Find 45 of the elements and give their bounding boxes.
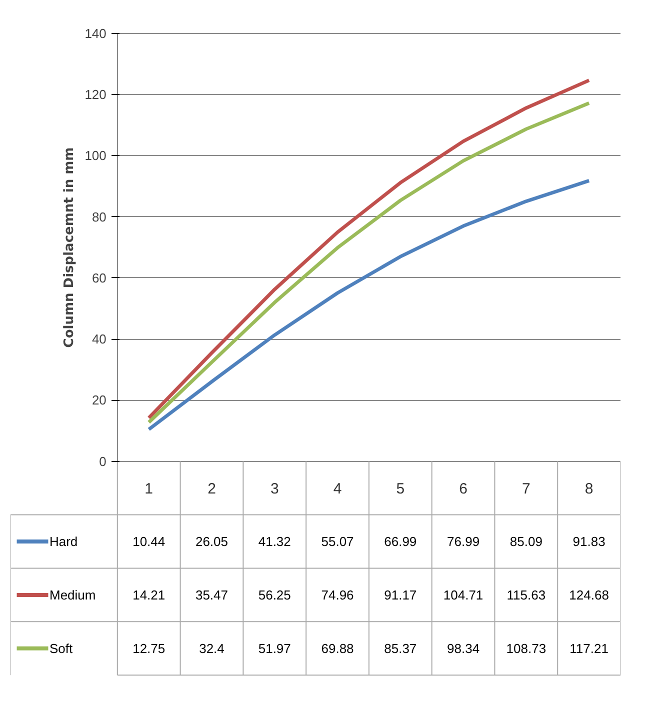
- data-label: 98.34: [447, 640, 480, 656]
- y-tick-label: 20: [92, 392, 106, 408]
- data-label: 91.17: [384, 587, 417, 602]
- x-tick-label: 6: [459, 480, 468, 498]
- data-label: 76.99: [447, 534, 480, 549]
- x-tick-label: 4: [333, 480, 342, 498]
- y-axis-title: Column Displacemnt in mm: [62, 147, 77, 348]
- y-tick-label: 120: [84, 87, 106, 102]
- data-label: 56.25: [258, 587, 291, 602]
- data-label: 41.32: [258, 534, 291, 549]
- data-label: 124.68: [569, 587, 609, 602]
- y-tick-label: 140: [84, 26, 106, 42]
- data-label: 55.07: [321, 534, 354, 549]
- data-label: 26.05: [195, 534, 228, 549]
- data-label: 69.88: [321, 640, 354, 656]
- y-tick-label: 100: [84, 148, 106, 164]
- y-tick-label: 80: [92, 209, 106, 224]
- x-tick-label: 8: [584, 480, 594, 498]
- data-label: 66.99: [384, 534, 417, 549]
- x-tick-label: 7: [522, 480, 530, 498]
- data-label: 117.21: [570, 640, 608, 656]
- line-series: [147, 178, 591, 432]
- x-tick-label: 3: [270, 480, 279, 498]
- x-tick-label: 5: [396, 480, 405, 498]
- data-label: 51.97: [258, 640, 291, 656]
- y-tick-label: 40: [92, 332, 106, 347]
- data-label: 85.37: [384, 640, 417, 656]
- legend-label: Soft: [49, 640, 73, 656]
- data-label: 108.73: [506, 640, 546, 656]
- y-tick-label: 0: [99, 454, 106, 469]
- data-label: 91.83: [572, 534, 606, 549]
- legend-label: Medium: [49, 587, 96, 602]
- data-label: 35.47: [195, 587, 228, 602]
- x-tick-label: 1: [144, 480, 154, 498]
- data-label: 74.96: [321, 587, 354, 602]
- data-label: 104.71: [443, 587, 484, 602]
- data-label: 14.21: [132, 587, 166, 602]
- x-tick-label: 2: [208, 480, 216, 498]
- data-label: 32.4: [199, 640, 224, 656]
- data-label: 12.75: [132, 640, 166, 656]
- data-label: 10.44: [132, 534, 166, 549]
- data-label: 115.63: [506, 587, 546, 602]
- y-tick-label: 60: [92, 270, 106, 286]
- data-label: 85.09: [510, 534, 542, 549]
- legend-label: Hard: [49, 534, 78, 549]
